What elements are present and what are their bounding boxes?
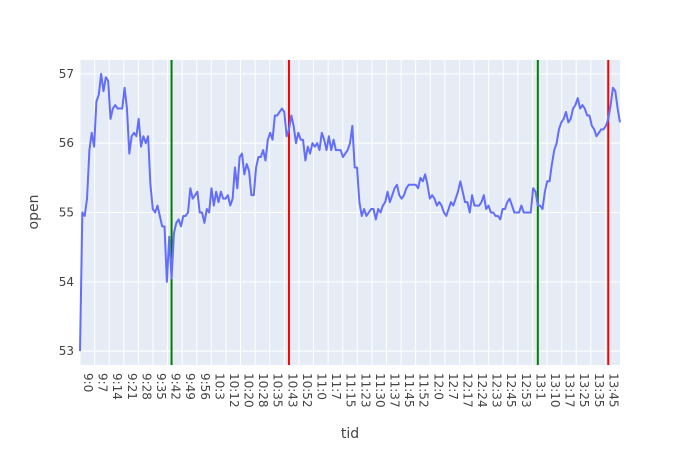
x-tick-label: 12:24: [475, 373, 489, 408]
x-tick-label: 13:17: [563, 373, 577, 408]
series-line-open: [79, 72, 621, 352]
x-tick-label: 11:23: [358, 373, 372, 408]
x-tick-label: 9:7: [96, 373, 110, 392]
x-tick-label: 13:45: [606, 373, 620, 408]
x-tick-label: 9:35: [154, 373, 168, 400]
x-tick-label: 9:0: [81, 373, 95, 392]
x-tick-label: 11:7: [329, 373, 343, 400]
x-tick-label: 11:15: [344, 373, 358, 408]
x-tick-label: 9:14: [110, 373, 124, 400]
x-tick-label: 12:53: [519, 373, 533, 408]
y-tick-label: 55: [59, 206, 74, 220]
x-tick-label: 10:12: [227, 373, 241, 408]
x-tick-label: 11:52: [417, 373, 431, 408]
x-tick-label: 12:45: [504, 373, 518, 408]
x-tick-label: 10:52: [300, 373, 314, 408]
y-axis-title: open: [26, 195, 42, 230]
x-tick-label: 13:35: [592, 373, 606, 408]
x-tick-label: 10:43: [285, 373, 299, 408]
x-tick-label: 12:0: [431, 373, 445, 400]
x-tick-label: 10:28: [256, 373, 270, 408]
x-tick-label: 13:1: [533, 373, 547, 400]
series-layer: [79, 72, 621, 352]
x-tick-label: 11:45: [402, 373, 416, 408]
x-tick-label: 9:56: [198, 373, 212, 400]
grid-layer: [79, 60, 620, 365]
y-tick-label: 53: [59, 344, 74, 358]
x-tick-label: 11:37: [387, 373, 401, 408]
x-tick-label: 10:20: [242, 373, 256, 408]
x-tick-label: 10:3: [212, 373, 226, 400]
y-tick-label: 54: [59, 275, 74, 289]
x-tick-label: 11:30: [373, 373, 387, 408]
y-tick-label: 57: [59, 67, 74, 81]
x-tick-label: 11:0: [315, 373, 329, 400]
y-axis-ticks: 53 54 55 56 57: [59, 67, 74, 358]
x-tick-label: 9:28: [139, 373, 153, 400]
y-tick-label: 56: [59, 136, 74, 150]
x-tick-label: 12:33: [490, 373, 504, 408]
x-tick-label: 9:21: [125, 373, 139, 400]
x-tick-label: 12:17: [460, 373, 474, 408]
x-tick-label: 10:35: [271, 373, 285, 408]
x-axis-ticks: 9:0 9:7 9:14 9:21 9:28 9:35 9:42 9:49 9:56 10:3 10…: [81, 373, 620, 408]
x-tick-label: 9:49: [183, 373, 197, 400]
x-tick-label: 9:42: [169, 373, 183, 400]
x-tick-label: 13:25: [577, 373, 591, 408]
vline-layer: [170, 60, 610, 365]
x-tick-label: 13:10: [548, 373, 562, 408]
x-axis-title: tid: [341, 426, 359, 442]
x-tick-label: 12:7: [446, 373, 460, 400]
